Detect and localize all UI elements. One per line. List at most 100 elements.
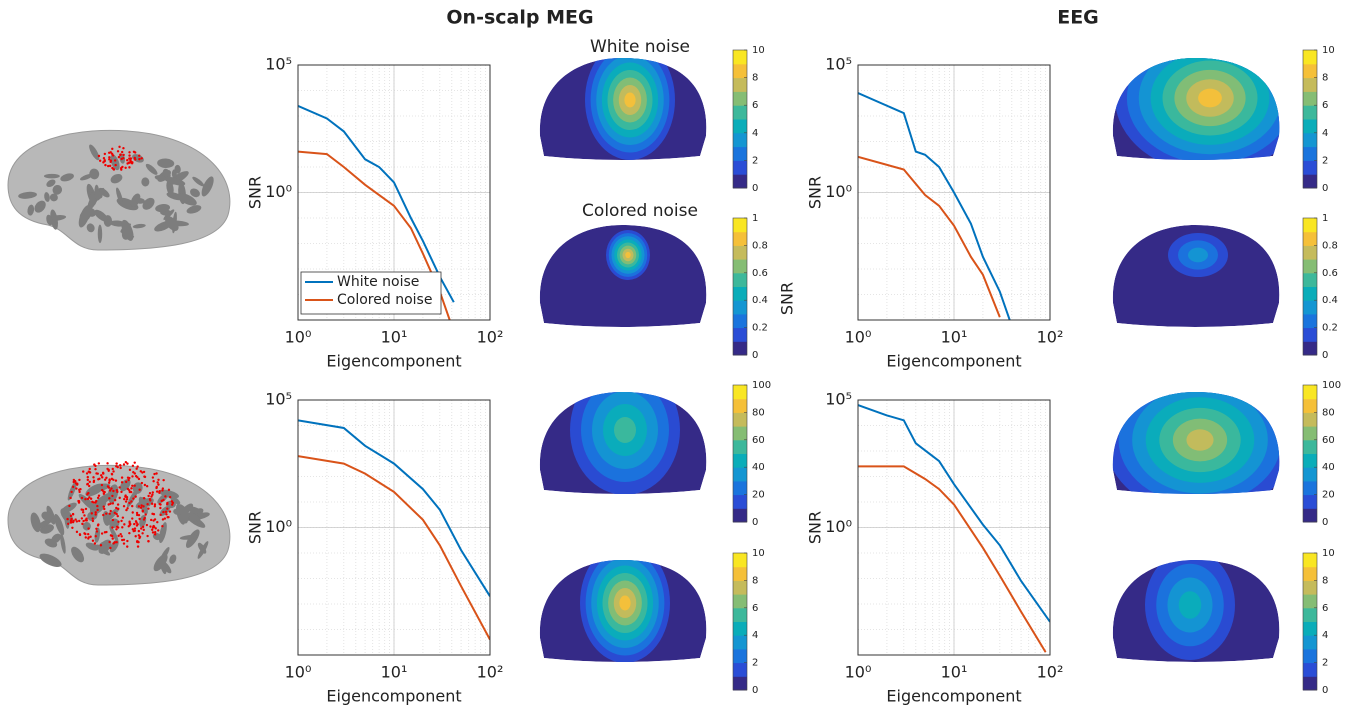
source-dot xyxy=(138,535,142,539)
colorbar-band xyxy=(1303,580,1317,595)
brain-sulcus xyxy=(89,500,107,516)
x-tick-label: 10² xyxy=(1037,663,1064,682)
source-dot xyxy=(97,154,101,158)
source-dot xyxy=(110,472,114,476)
legend-label: Colored noise xyxy=(337,292,432,308)
colorbar-band xyxy=(733,341,747,356)
source-dot xyxy=(164,510,168,514)
source-dot xyxy=(85,517,88,520)
source-dot xyxy=(116,507,120,511)
colorbar-band xyxy=(733,676,747,691)
colorbar-band xyxy=(1303,327,1317,342)
y-axis-label: SNR xyxy=(806,511,825,544)
source-dot xyxy=(159,503,162,506)
source-dot xyxy=(142,497,146,500)
column-title: EEG xyxy=(1057,7,1099,29)
source-dot xyxy=(124,480,128,484)
source-dot xyxy=(94,511,97,514)
source-dot xyxy=(126,162,129,165)
colorbar-band xyxy=(1303,635,1317,650)
source-dot xyxy=(84,536,87,539)
source-dot xyxy=(133,484,136,487)
source-dot xyxy=(141,471,144,474)
source-dot xyxy=(131,528,135,531)
colorbar-band xyxy=(1303,132,1317,148)
source-dot xyxy=(150,495,153,498)
legend-box xyxy=(300,271,442,315)
source-dot xyxy=(131,504,134,508)
brain-sulcus xyxy=(94,184,100,201)
source-dot xyxy=(138,488,141,491)
y-tick-label: 10⁰ xyxy=(265,517,292,536)
head-topomap xyxy=(539,58,707,160)
source-dot xyxy=(84,532,87,536)
colorbar-tick-label: 0.2 xyxy=(1322,323,1338,334)
colorbar-tick-label: 1 xyxy=(1322,213,1328,224)
colorbar-band xyxy=(1303,63,1317,79)
colorbar-tick-label: 20 xyxy=(752,490,765,501)
source-dot xyxy=(158,491,161,494)
source-dot xyxy=(162,498,165,502)
source-dot xyxy=(94,535,97,538)
source-dot xyxy=(141,532,144,535)
source-dot xyxy=(75,487,78,490)
brain xyxy=(7,460,231,586)
source-dot xyxy=(157,529,160,532)
colorbar-tick-label: 1 xyxy=(752,213,758,224)
colorbar-tick-label: 0.6 xyxy=(752,268,768,279)
colorbar-band xyxy=(733,398,747,413)
source-dot xyxy=(117,155,121,159)
source-dot xyxy=(87,527,90,530)
source-dot xyxy=(74,518,77,521)
source-dot xyxy=(128,520,131,523)
axes-box xyxy=(857,399,1051,656)
source-dot xyxy=(161,518,165,521)
source-dot xyxy=(167,515,170,519)
topomap-contour xyxy=(1198,88,1222,108)
brain-sulcus xyxy=(121,219,134,241)
source-dot xyxy=(113,498,117,502)
colorbar-band xyxy=(1303,146,1317,161)
colorbar-band xyxy=(733,231,747,246)
colorbar-frame xyxy=(732,217,748,356)
source-dot xyxy=(124,166,127,169)
brain-sulcus xyxy=(186,513,200,521)
source-dot xyxy=(154,527,157,530)
brain-sulcus xyxy=(41,511,53,522)
source-dot xyxy=(99,544,103,547)
x-axis-label: Eigencomponent xyxy=(886,352,1021,371)
brain-sulcus xyxy=(50,209,59,230)
source-dot xyxy=(67,522,70,526)
source-dot xyxy=(91,517,94,520)
source-dot xyxy=(159,506,162,510)
source-dot xyxy=(157,483,160,486)
source-dot xyxy=(86,497,90,501)
topomap-contour xyxy=(619,595,631,611)
colorbar-band xyxy=(733,146,747,161)
x-tick-label: 10¹ xyxy=(941,663,968,682)
brain-sulcus xyxy=(153,554,168,572)
source-dot xyxy=(109,534,113,537)
source-dot xyxy=(164,495,167,498)
colorbar-band xyxy=(733,553,747,568)
source-dot xyxy=(122,538,126,541)
source-dot xyxy=(121,516,125,519)
colorbar-band xyxy=(733,218,747,233)
source-dot xyxy=(116,503,120,506)
source-dot xyxy=(118,486,121,489)
source-dot xyxy=(108,479,111,482)
source-dot xyxy=(152,480,155,483)
x-tick-label: 10² xyxy=(477,663,504,682)
source-dot xyxy=(95,499,98,503)
series-line xyxy=(298,455,490,641)
head-topomap xyxy=(539,225,707,327)
colorbar-band xyxy=(733,439,747,454)
source-dot xyxy=(102,492,106,495)
source-dot xyxy=(124,500,128,503)
source-dot xyxy=(123,497,126,501)
source-dot xyxy=(140,481,144,485)
source-dot xyxy=(134,495,137,498)
series-line xyxy=(858,155,1001,318)
brain-sulcus xyxy=(109,525,119,542)
brain-sulcus xyxy=(186,205,202,214)
